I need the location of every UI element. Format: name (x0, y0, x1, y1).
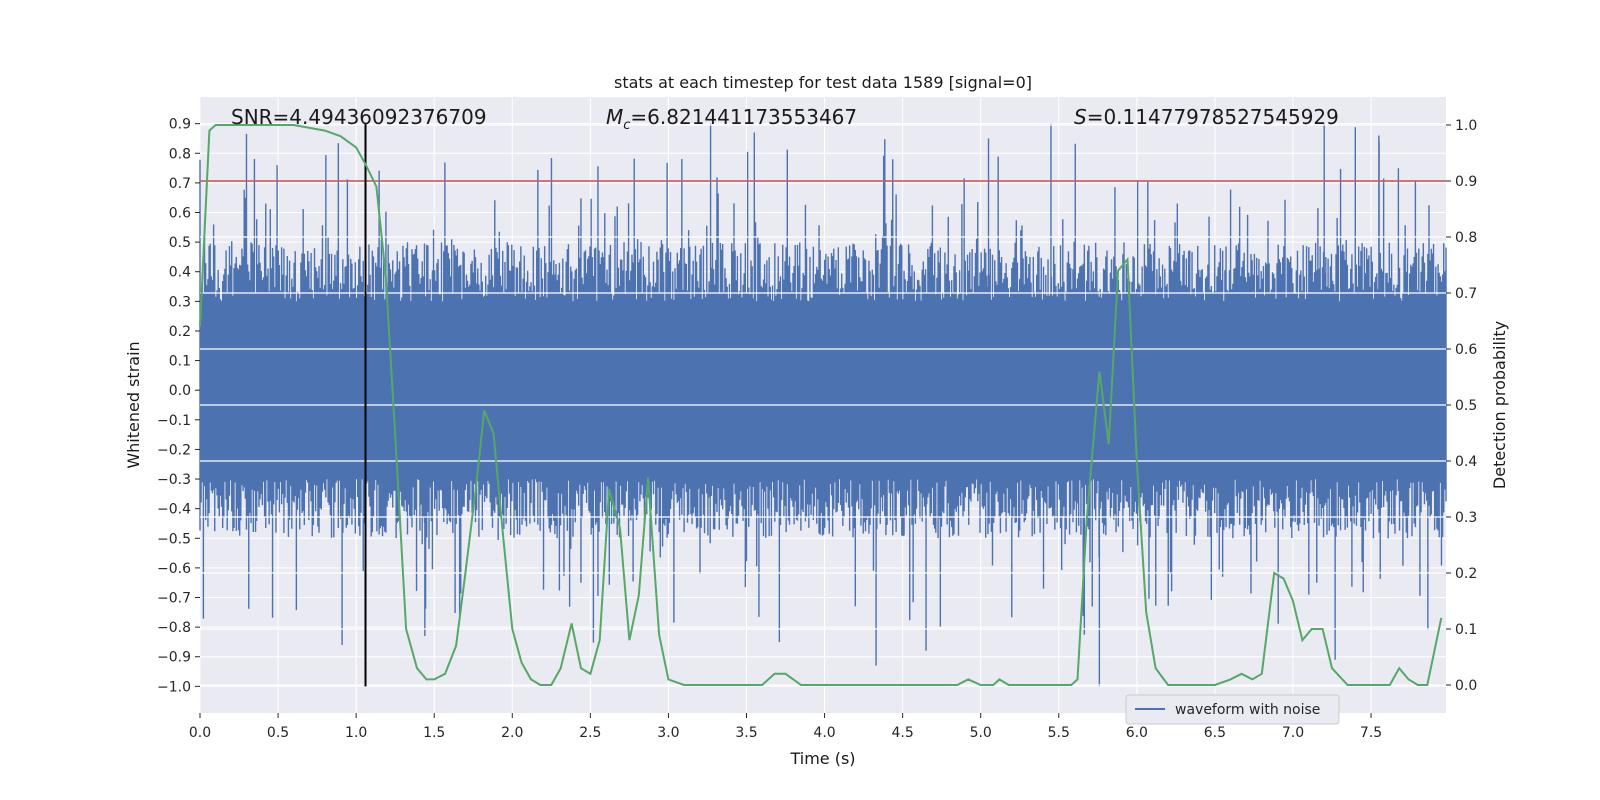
chirp-mass-symbol: M (606, 105, 623, 129)
y-left-tick-label: 0.8 (169, 146, 191, 162)
x-tick-label: 3.0 (657, 725, 679, 741)
y-left-tick-label: −0.2 (157, 442, 191, 458)
y-left-tick-label: 0.2 (169, 324, 191, 340)
y-right-tick-label: 0.4 (1455, 454, 1477, 470)
y-right-tick-label: 0.2 (1455, 566, 1477, 582)
x-tick-label: 0.5 (267, 725, 289, 741)
y-right-tick-label: 0.7 (1455, 286, 1477, 302)
y-left-tick-label: −0.6 (157, 561, 191, 577)
y-left-tick-label: 0.3 (169, 294, 191, 310)
y-left-tick-label: 0.9 (169, 117, 191, 133)
y-left-tick-label: −0.5 (157, 531, 191, 547)
y-right-tick-label: 0.1 (1455, 622, 1477, 638)
waveform-core-band (200, 301, 1446, 480)
x-tick-label: 3.5 (735, 725, 757, 741)
x-axis-ticks: 0.0 0.5 1.0 1.5 2.0 2.5 3.0 3.5 4.0 4.5 5.0 5.5 6.0 6… (189, 713, 1382, 741)
x-tick-label: 2.0 (501, 725, 523, 741)
x-tick-label: 4.5 (891, 725, 913, 741)
legend-label-waveform: waveform with noise (1175, 702, 1320, 718)
x-tick-label: 0.0 (189, 725, 211, 741)
y-right-axis-ticks: 1.0 0.9 0.8 0.7 0.6 0.5 0.4 0.3 0.2 0.1 0.0 (1446, 118, 1477, 694)
x-tick-label: 1.5 (423, 725, 445, 741)
chirp-mass-value: =6.821441173553467 (630, 105, 857, 129)
y-left-tick-label: −0.4 (157, 502, 191, 518)
x-tick-label: 7.0 (1282, 725, 1304, 741)
x-tick-label: 6.5 (1204, 725, 1226, 741)
y-left-tick-label: 0.5 (169, 235, 191, 251)
y-right-tick-label: 0.3 (1455, 510, 1477, 526)
y-left-tick-label: −0.3 (157, 472, 191, 488)
y-left-tick-label: −0.9 (157, 650, 191, 666)
y-left-axis-label: Whitened strain (124, 341, 143, 468)
x-tick-label: 5.0 (970, 725, 992, 741)
y-left-tick-label: −0.7 (157, 591, 191, 607)
x-tick-label: 6.0 (1126, 725, 1148, 741)
y-right-tick-label: 0.5 (1455, 398, 1477, 414)
y-left-tick-label: 0.7 (169, 176, 191, 192)
snr-annotation: SNR=4.49436092376709 (231, 105, 487, 129)
y-right-tick-label: 0.6 (1455, 342, 1477, 358)
y-right-tick-label: 0.9 (1455, 174, 1477, 190)
y-left-tick-label: −0.1 (157, 413, 191, 429)
y-left-tick-label: −1.0 (157, 679, 191, 695)
chirp-mass-subscript: c (623, 118, 630, 133)
legend-box (1125, 694, 1340, 725)
y-right-tick-label: 0.8 (1455, 230, 1477, 246)
y-left-tick-label: 0.4 (169, 265, 191, 281)
y-left-tick-label: 0.1 (169, 354, 191, 370)
chirp-mass-annotation: Mc=6.821441173553467 (606, 105, 857, 133)
x-tick-label: 7.5 (1360, 725, 1382, 741)
y-right-tick-label: 0.0 (1455, 678, 1477, 694)
s-annotation: S=0.11477978527545929 (1074, 105, 1339, 129)
s-symbol: S (1074, 105, 1087, 129)
probability-series (199, 124, 1443, 686)
x-tick-label: 4.0 (813, 725, 835, 741)
x-tick-label: 1.0 (345, 725, 367, 741)
y-left-axis-ticks: 0.9 0.8 0.7 0.6 0.5 0.4 0.3 0.2 0.1 0.0 −0.1 −0.2 −0… (157, 117, 200, 695)
y-left-tick-label: −0.8 (157, 620, 191, 636)
x-axis-label: Time (s) (789, 749, 855, 768)
x-tick-label: 2.5 (579, 725, 601, 741)
y-right-tick-label: 1.0 (1455, 118, 1477, 134)
chart-title: stats at each timestep for test data 158… (614, 73, 1032, 92)
y-left-tick-label: 0.0 (169, 383, 191, 399)
y-left-tick-label: 0.6 (169, 206, 191, 222)
y-right-axis-label: Detection probability (1490, 321, 1509, 489)
legend: waveform with noise (1125, 694, 1340, 725)
s-value: =0.11477978527545929 (1087, 105, 1339, 129)
x-tick-label: 5.5 (1048, 725, 1070, 741)
